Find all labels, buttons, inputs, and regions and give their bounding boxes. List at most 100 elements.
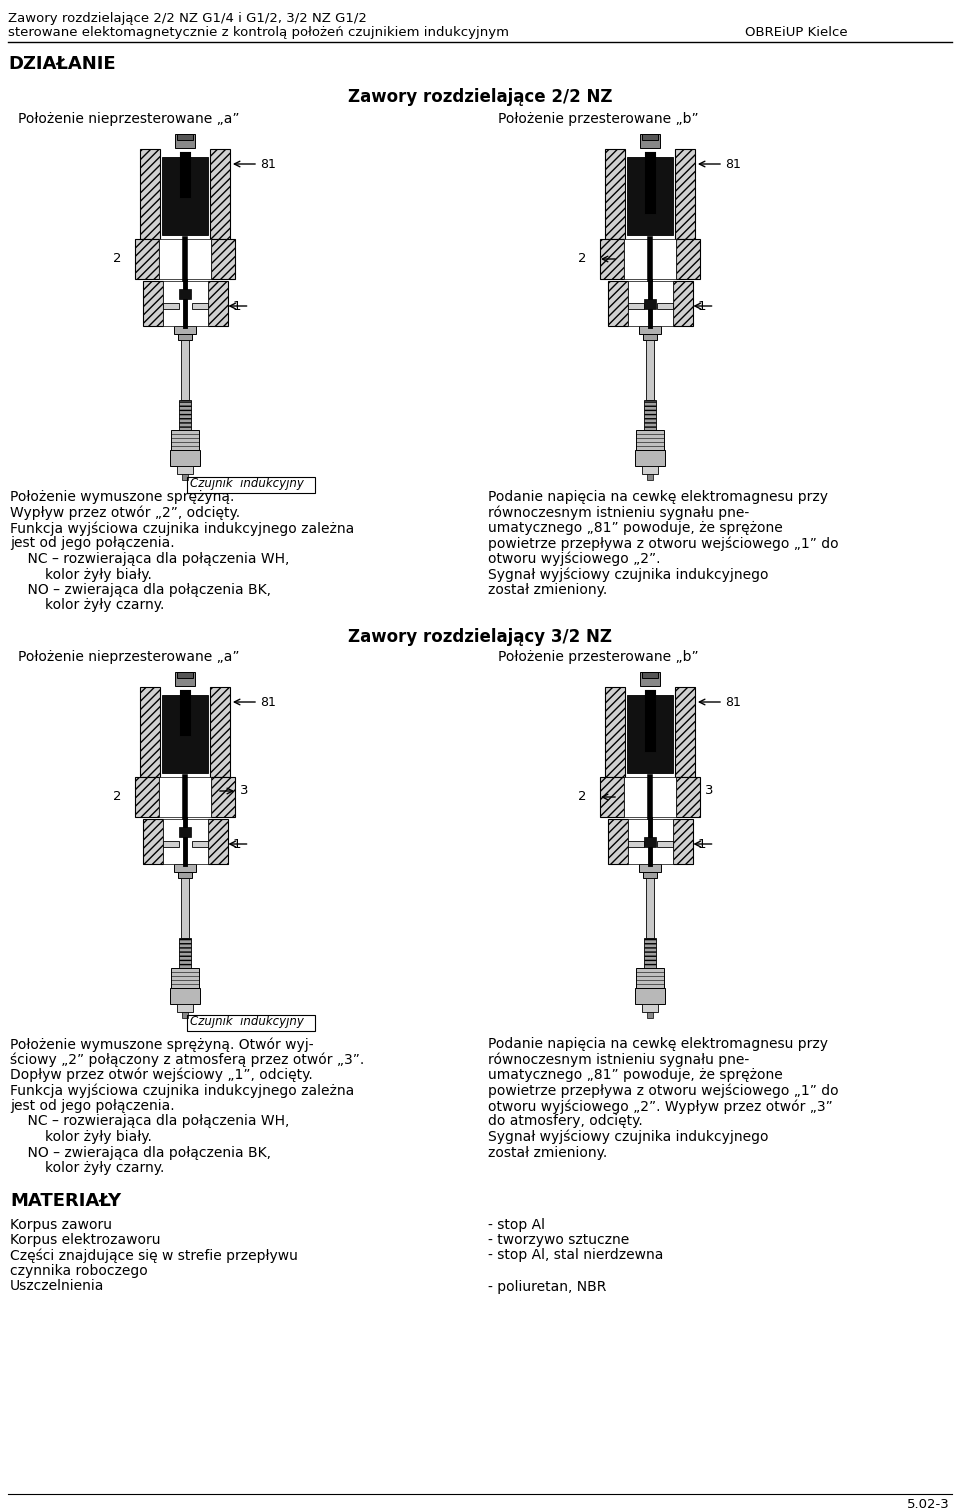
Text: 5.02-3: 5.02-3 — [907, 1497, 950, 1511]
Bar — [642, 672, 658, 678]
Text: jest od jego połączenia.: jest od jego połączenia. — [10, 1098, 175, 1114]
Text: Położenie wymuszone sprężyną. Otwór wyj-: Położenie wymuszone sprężyną. Otwór wyj- — [10, 1037, 314, 1052]
Text: równoczesnym istnieniu sygnału pne-: równoczesnym istnieniu sygnału pne- — [488, 1053, 749, 1067]
Text: NC – rozwierająca dla połączenia WH,: NC – rozwierająca dla połączenia WH, — [10, 552, 289, 567]
Bar — [182, 474, 188, 480]
Bar — [177, 1003, 193, 1012]
Text: Położenie przesterowane „b”: Położenie przesterowane „b” — [498, 112, 699, 125]
Bar — [628, 819, 673, 864]
Bar — [627, 688, 673, 695]
Bar — [657, 304, 673, 310]
Bar — [187, 1015, 315, 1031]
Bar — [177, 134, 193, 141]
Bar — [181, 340, 189, 400]
Bar — [159, 777, 211, 817]
Bar — [177, 465, 193, 474]
Text: Położenie przesterowane „b”: Położenie przesterowane „b” — [498, 650, 699, 663]
Text: umatycznego „81” powoduje, że sprężone: umatycznego „81” powoduje, że sprężone — [488, 521, 782, 535]
Bar — [644, 837, 656, 848]
Text: Położenie nieprzesterowane „a”: Położenie nieprzesterowane „a” — [18, 650, 239, 663]
Text: 3: 3 — [240, 784, 249, 798]
Bar — [174, 864, 196, 872]
Bar — [210, 150, 230, 239]
Bar — [178, 872, 192, 878]
Text: - stop Al, stal nierdzewna: - stop Al, stal nierdzewna — [488, 1248, 663, 1263]
Text: Podanie napięcia na cewkę elektromagnesu przy: Podanie napięcia na cewkę elektromagnesu… — [488, 490, 828, 505]
Bar — [644, 299, 656, 310]
Bar — [628, 842, 643, 848]
Bar — [210, 688, 230, 777]
Text: kolor żyły czarny.: kolor żyły czarny. — [10, 598, 164, 612]
Text: do atmosfery, odcięty.: do atmosfery, odcięty. — [488, 1115, 643, 1129]
Text: Dopływ przez otwór wejściowy „1”, odcięty.: Dopływ przez otwór wejściowy „1”, odcięt… — [10, 1068, 313, 1082]
Bar — [657, 842, 673, 848]
Bar — [608, 281, 628, 326]
Text: ściowy „2” połączony z atmosferą przez otwór „3”.: ściowy „2” połączony z atmosferą przez o… — [10, 1053, 364, 1067]
Text: - poliuretan, NBR: - poliuretan, NBR — [488, 1280, 607, 1293]
Bar — [675, 688, 695, 777]
Bar — [627, 150, 673, 157]
Bar — [676, 777, 700, 817]
Text: DZIAŁANIE: DZIAŁANIE — [8, 54, 115, 73]
Bar — [640, 134, 660, 148]
Bar — [642, 1003, 658, 1012]
Text: otworu wyjściowego „2”. Wypływ przez otwór „3”: otworu wyjściowego „2”. Wypływ przez otw… — [488, 1098, 832, 1114]
Bar — [605, 150, 625, 239]
Text: Położenie nieprzesterowane „a”: Położenie nieprzesterowane „a” — [18, 112, 239, 125]
Bar — [182, 1012, 188, 1018]
Text: otworu wyjściowego „2”.: otworu wyjściowego „2”. — [488, 552, 660, 567]
Bar — [600, 777, 624, 817]
Bar — [642, 465, 658, 474]
Bar — [142, 281, 162, 326]
Text: Czujnik  indukcyjny: Czujnik indukcyjny — [190, 1015, 304, 1027]
Text: OBREiUP Kielce: OBREiUP Kielce — [745, 26, 848, 39]
Text: Wypływ przez otwór „2”, odcięty.: Wypływ przez otwór „2”, odcięty. — [10, 506, 240, 520]
Bar — [187, 477, 315, 493]
Text: - stop Al: - stop Al — [488, 1218, 545, 1231]
Bar — [170, 988, 200, 1003]
Text: umatycznego „81” powoduje, że sprężone: umatycznego „81” powoduje, że sprężone — [488, 1068, 782, 1082]
Text: Położenie wymuszone sprężyną.: Położenie wymuszone sprężyną. — [10, 490, 234, 505]
Bar — [159, 239, 211, 280]
Bar — [676, 239, 700, 280]
Bar — [642, 134, 658, 141]
Bar — [162, 819, 207, 864]
Bar — [162, 695, 208, 774]
Bar — [178, 334, 192, 340]
Text: 81: 81 — [260, 159, 276, 171]
Bar — [135, 777, 159, 817]
Text: Korpus zaworu: Korpus zaworu — [10, 1218, 112, 1231]
Bar — [175, 672, 195, 686]
Text: jest od jego połączenia.: jest od jego połączenia. — [10, 536, 175, 550]
Text: 1: 1 — [698, 837, 706, 851]
Text: 2: 2 — [113, 790, 122, 804]
Text: MATERIAŁY: MATERIAŁY — [10, 1192, 121, 1209]
Text: 81: 81 — [725, 697, 741, 709]
Bar — [179, 289, 191, 299]
Bar — [640, 672, 660, 686]
Bar — [646, 340, 654, 400]
Bar — [162, 842, 179, 848]
Text: 81: 81 — [260, 697, 276, 709]
Bar — [627, 157, 673, 236]
Bar — [179, 938, 191, 969]
Bar — [673, 819, 692, 864]
Text: 1: 1 — [232, 299, 241, 313]
Bar — [177, 672, 193, 678]
Bar — [211, 777, 235, 817]
Bar — [207, 281, 228, 326]
Text: Podanie napięcia na cewkę elektromagnesu przy: Podanie napięcia na cewkę elektromagnesu… — [488, 1037, 828, 1052]
Bar — [140, 150, 160, 239]
Bar — [643, 872, 657, 878]
Bar — [170, 450, 200, 465]
Text: czynnika roboczego: czynnika roboczego — [10, 1265, 148, 1278]
Text: sterowane elektomagnetycznie z kontrolą położeń czujnikiem indukcyjnym: sterowane elektomagnetycznie z kontrolą … — [8, 26, 509, 39]
Text: 2: 2 — [578, 252, 587, 266]
Bar — [673, 281, 692, 326]
Bar — [162, 150, 208, 157]
Text: powietrze przepływa z otworu wejściowego „1” do: powietrze przepływa z otworu wejściowego… — [488, 536, 839, 552]
Bar — [191, 842, 207, 848]
Bar — [635, 450, 665, 465]
Text: 2: 2 — [578, 790, 587, 804]
Bar — [639, 326, 661, 334]
